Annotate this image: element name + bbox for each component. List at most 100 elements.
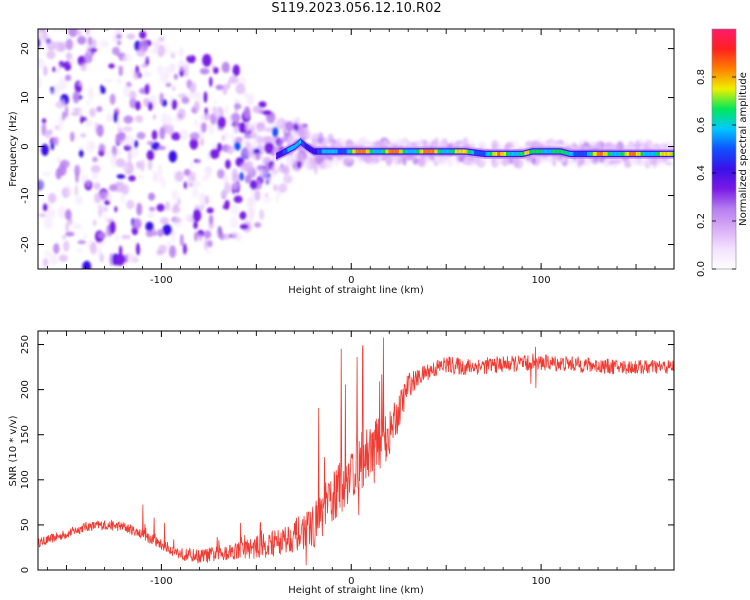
carrier-core [507, 151, 509, 156]
carrier-core [650, 151, 653, 156]
colorbar-tick-label: 0.8 [696, 69, 707, 85]
carrier-core [519, 151, 522, 156]
spectrogram-cell [115, 232, 119, 243]
spectrogram-x-tick-label: 100 [532, 275, 551, 286]
carrier-core [644, 151, 646, 156]
spectrogram-cell [224, 233, 231, 240]
carrier-core [285, 149, 287, 154]
carrier-core [561, 149, 564, 154]
carrier-core [487, 151, 490, 156]
carrier-core [370, 149, 373, 154]
carrier-core [453, 149, 456, 154]
carrier-core [342, 149, 344, 154]
spectrogram-cell [169, 245, 177, 258]
carrier-core [415, 149, 417, 154]
carrier-core [612, 151, 614, 156]
carrier-core [337, 149, 340, 154]
spectrogram-cell [327, 133, 334, 143]
spectrogram-cell [74, 164, 81, 177]
spectrogram-cell [165, 82, 172, 87]
spectrogram-cell [98, 143, 106, 153]
spectrogram-cell [45, 130, 51, 139]
spectrogram-cell [247, 197, 257, 208]
spectrogram-cell [38, 213, 47, 218]
spectrogram-cell [199, 67, 210, 75]
spectrogram-cell [78, 111, 82, 117]
carrier-core [624, 151, 627, 156]
carrier-core [505, 151, 507, 156]
carrier-core [361, 149, 364, 154]
carrier-core [358, 149, 360, 154]
spectrogram-cell [137, 174, 144, 180]
spectrogram-cell [49, 254, 59, 266]
spectrogram-cell [228, 75, 239, 84]
carrier-core [409, 149, 411, 154]
carrier-core [386, 149, 389, 154]
spectrogram-cell [85, 29, 90, 36]
carrier-core [459, 149, 462, 154]
spectrogram-cell [229, 216, 239, 229]
spectrogram-cell [213, 67, 219, 74]
spectrogram-cell [190, 160, 194, 170]
carrier-core [418, 149, 420, 154]
carrier-core [288, 147, 291, 152]
spectrogram-cell [58, 41, 67, 52]
spectrogram-cell [127, 253, 138, 264]
carrier-core [437, 149, 440, 154]
carrier-core [557, 149, 559, 154]
carrier-core [572, 151, 574, 156]
spectrogram-cell [275, 192, 279, 203]
spectrogram-cell [609, 160, 619, 165]
carrier-core [388, 149, 391, 154]
spectrogram-cell [38, 238, 41, 244]
spectrogram-cell [276, 116, 283, 126]
spectrogram-cell [105, 112, 114, 123]
spectrogram-cell [97, 247, 102, 259]
spectrogram-cell [106, 148, 110, 158]
carrier-core [293, 145, 295, 150]
snr-y-tick-label: 150 [20, 425, 31, 444]
carrier-core [345, 149, 348, 154]
spectrogram-cell [122, 53, 132, 63]
carrier-core [408, 149, 410, 154]
carrier-core [322, 149, 325, 154]
spectrogram-cell [206, 240, 213, 248]
carrier-core [592, 151, 595, 156]
spectrogram-cell [166, 240, 171, 248]
spectrogram-cell [230, 132, 236, 140]
carrier-core [481, 151, 483, 156]
carrier-core [499, 151, 501, 156]
spectrogram-cell [118, 68, 123, 77]
spectrogram-cell [72, 223, 83, 230]
spectrogram-cell [650, 160, 658, 166]
carrier-core [540, 149, 542, 154]
spectrogram-cell [57, 63, 62, 73]
spectrogram-cell [252, 105, 262, 114]
carrier-core [535, 149, 538, 154]
spectrogram-cell [64, 105, 69, 118]
carrier-core [440, 149, 442, 154]
carrier-core [657, 151, 660, 156]
snr-x-tick-label: 100 [532, 576, 551, 587]
spectrogram-cell [58, 254, 68, 262]
spectrogram-cell [234, 103, 242, 110]
spectrogram-cell [226, 80, 231, 90]
spectrogram-cell [189, 137, 199, 150]
carrier-core [297, 141, 300, 146]
carrier-core [344, 149, 346, 154]
carrier-core [501, 151, 504, 156]
carrier-core [325, 149, 327, 154]
spectrogram-cell [43, 257, 49, 267]
spectrogram-cell [175, 171, 184, 182]
carrier-core [638, 151, 640, 156]
spectrogram-cell [193, 101, 200, 112]
spectrogram-cell [196, 233, 204, 242]
carrier-core [651, 151, 654, 156]
carrier-core [542, 149, 545, 154]
spectrogram-cell [156, 249, 164, 256]
spectrogram-cell [61, 111, 66, 121]
spectrogram-cell [80, 174, 89, 183]
spectrogram-y-tick-label: 0 [20, 143, 31, 149]
